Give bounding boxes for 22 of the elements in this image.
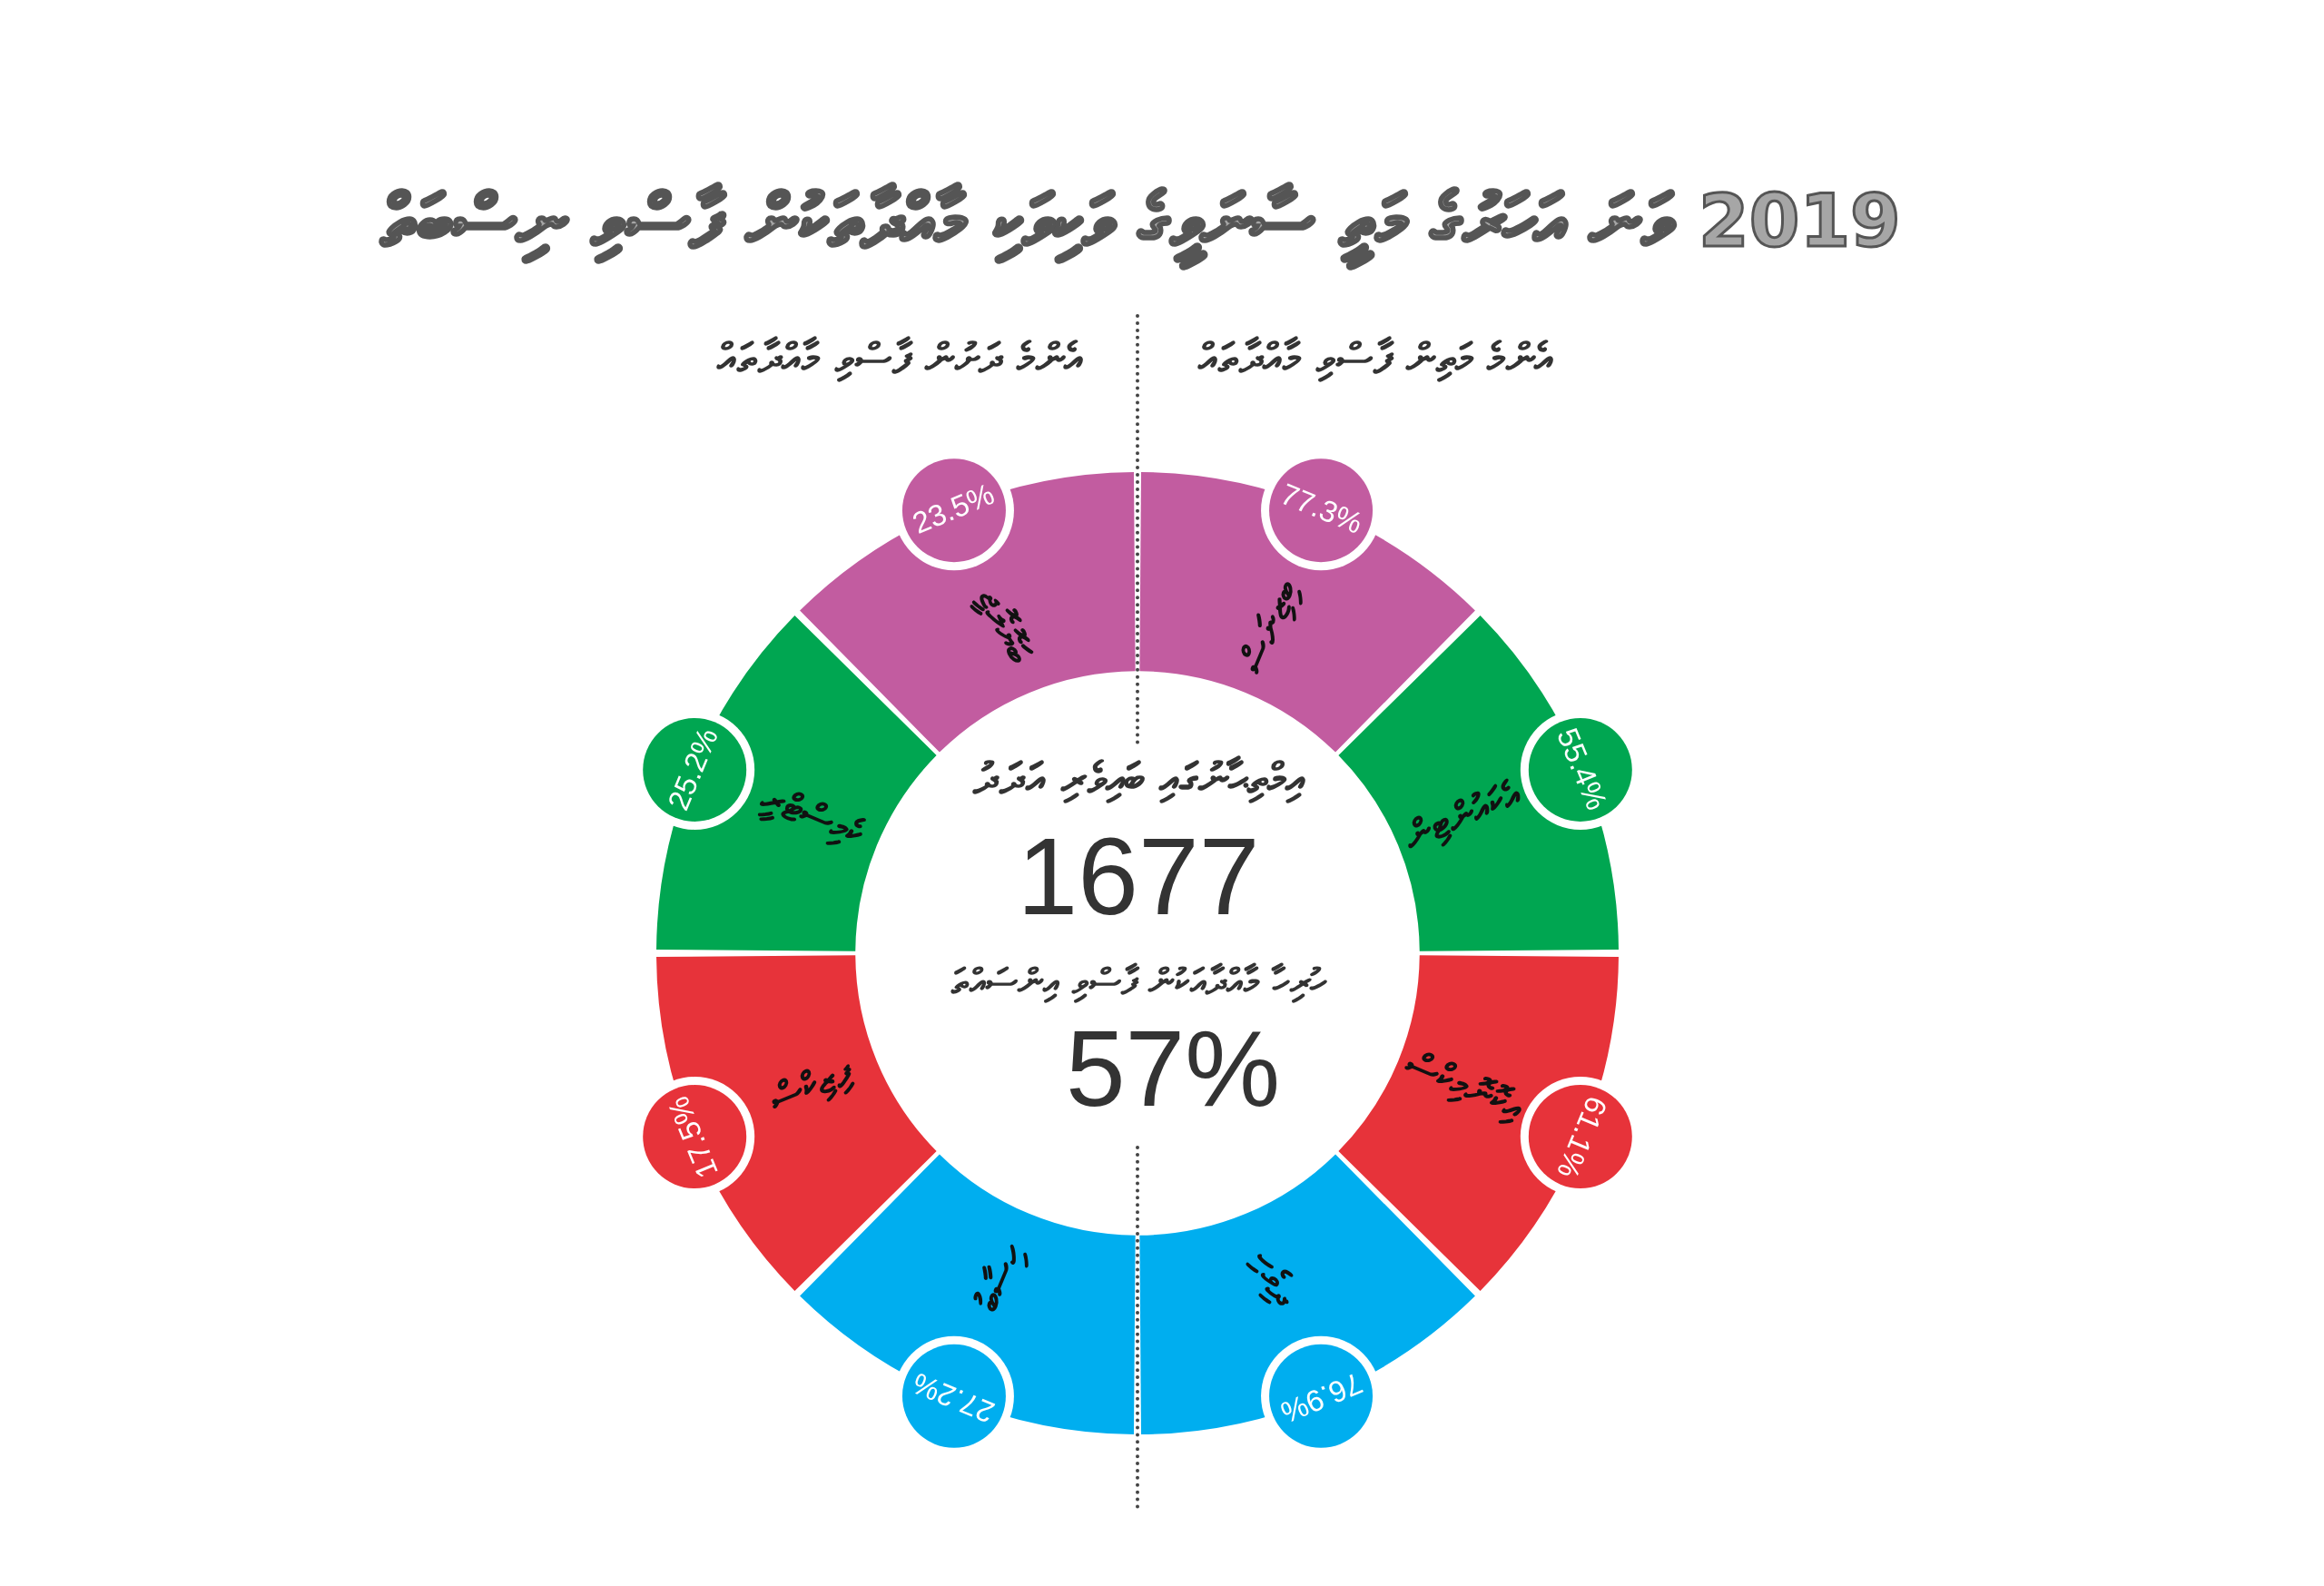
data-label: 55.4% bbox=[1551, 723, 1615, 815]
text: 1677 bbox=[1017, 814, 1260, 939]
data-label: 23.5% bbox=[907, 476, 1000, 540]
category-label: ދިވެހި bbox=[1244, 1243, 1308, 1315]
text: ހުރިހާ މާއްދާއަކުން ފާސްވި އިންސައްތަ bbox=[950, 960, 1326, 1004]
category-label: އިކޮނޮމިކްސް bbox=[1398, 1040, 1531, 1130]
data-label: 25.2% bbox=[660, 723, 724, 815]
data-label: 61.1% bbox=[1551, 1091, 1615, 1184]
text: އެންމެ މަތިން ފާސްވި މާއްދާތައް bbox=[1197, 332, 1553, 385]
text: އިމްތިޙާނުގައި ބައިވެރި އަދަދު bbox=[972, 752, 1305, 805]
category-label: ހިސާބު bbox=[965, 1236, 1034, 1318]
category-label: ކެމިސްޓްރީ bbox=[753, 773, 872, 861]
text: 57% bbox=[1065, 1008, 1281, 1131]
category-label: ބަޔޮލޮޖީ bbox=[967, 582, 1042, 674]
category-label: ފިޒިކްސް bbox=[762, 1047, 861, 1123]
text: އެންމެ ދަށުން ފާސްވި މާއްދާތައް bbox=[716, 332, 1083, 385]
data-label: 17.5% bbox=[660, 1091, 724, 1184]
category-label: އެކައުންޓިން bbox=[1396, 771, 1528, 860]
data-label: 27.2% bbox=[907, 1366, 1000, 1431]
data-label: 76.9% bbox=[1275, 1366, 1368, 1431]
category-label: ބިޒިނަސް bbox=[1229, 572, 1309, 681]
data-label: 77.3% bbox=[1275, 476, 1368, 540]
